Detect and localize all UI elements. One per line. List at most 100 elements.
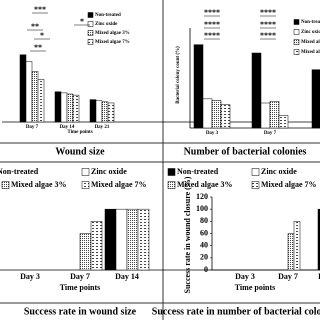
bar xyxy=(317,208,320,271)
y-tick-label: 60 xyxy=(200,228,208,237)
x-tick-label: Day 3 xyxy=(235,272,255,281)
legend-swatch xyxy=(293,49,300,55)
bar xyxy=(107,102,115,123)
bar xyxy=(251,52,262,129)
x-tick-label: Day 3 xyxy=(206,131,219,136)
legend-swatch xyxy=(251,168,260,176)
bar xyxy=(202,98,213,129)
significance-label: **** xyxy=(260,20,276,29)
legend-label: Mixed algae 7% xyxy=(301,50,320,55)
significance-label: **** xyxy=(260,31,276,40)
x-tick-label: Day 7 xyxy=(70,272,90,281)
bar xyxy=(66,93,74,123)
y-tick-label: 20 xyxy=(200,253,208,262)
legend-label: Non-treated xyxy=(95,13,121,18)
legend-swatch xyxy=(87,12,94,18)
bar xyxy=(211,100,222,129)
y-tick-label: 120 xyxy=(196,192,208,201)
bar xyxy=(31,71,39,123)
panel-caption: Number of bacterial colonies xyxy=(184,146,307,157)
legend-label: Zinc oxide xyxy=(301,30,320,35)
x-tick-label: Day 7 xyxy=(264,131,277,136)
panel-caption: Success rate in number of bacterial colo… xyxy=(152,306,320,317)
y-tick-label: 100 xyxy=(196,204,208,213)
bar xyxy=(60,92,68,123)
x-tick-label: Day 14 xyxy=(318,272,320,281)
bar xyxy=(278,115,289,129)
bar xyxy=(104,208,117,271)
x-tick-label: Day 7 xyxy=(278,272,298,281)
bar xyxy=(72,94,80,123)
legend-label: Mixed algae 3% xyxy=(177,180,233,189)
legend-label: Zinc oxide xyxy=(95,22,118,27)
bar xyxy=(137,208,150,271)
significance-label: **** xyxy=(260,8,276,17)
legend-label: Mixed algae 3% xyxy=(95,31,130,36)
y-axis-label: Success rate in wound closure (%) xyxy=(183,176,192,293)
significance-label: **** xyxy=(204,20,220,29)
significance-label: * xyxy=(80,17,84,26)
bar xyxy=(269,101,280,129)
bar xyxy=(260,102,271,129)
significance-label: *** xyxy=(34,5,46,14)
y-tick-label: 0 xyxy=(204,265,208,274)
significance-label: * xyxy=(40,31,44,40)
x-tick-label: Day 7 xyxy=(26,125,39,130)
significance-label: ** xyxy=(31,22,39,31)
legend-swatch xyxy=(293,39,300,45)
panel-caption: Wound size xyxy=(55,146,105,157)
legend-label: Mixed algae 7% xyxy=(91,180,147,189)
bar xyxy=(293,221,301,271)
x-axis-label: Time points xyxy=(67,130,92,135)
significance-label: ** xyxy=(34,43,42,52)
legend-label: Mixed algae 7% xyxy=(261,180,317,189)
legend-label: Mixed algae 3% xyxy=(301,40,320,45)
bar xyxy=(220,104,231,129)
bar xyxy=(37,79,45,123)
bar xyxy=(193,44,204,129)
legend-label: Non-treated xyxy=(177,167,219,176)
bar xyxy=(54,91,62,123)
bar xyxy=(90,221,103,271)
legend-swatch xyxy=(87,30,94,36)
x-tick-label: Day 14 xyxy=(115,272,139,281)
legend-swatch xyxy=(81,181,90,189)
bar xyxy=(311,69,320,129)
bar xyxy=(115,208,128,271)
x-tick-label: Day 21 xyxy=(95,125,110,130)
x-axis-label: Time points xyxy=(235,283,276,292)
bar xyxy=(126,208,139,271)
legend-label: Non-treated xyxy=(0,167,39,176)
x-axis-label: Time points xyxy=(60,283,101,292)
x-tick-label: Day 3 xyxy=(20,272,40,281)
bar xyxy=(89,99,97,123)
y-tick-label: 40 xyxy=(200,240,208,249)
legend-swatch xyxy=(293,29,300,35)
y-axis-label: Bacterial colony count (%) xyxy=(176,46,181,104)
legend-swatch xyxy=(1,181,10,189)
panel-caption: Success rate in wound size xyxy=(24,306,137,317)
significance-label: **** xyxy=(204,31,220,40)
bar xyxy=(287,233,295,271)
bar xyxy=(101,101,109,123)
legend-swatch xyxy=(87,39,94,45)
legend-label: Mixed algae 7% xyxy=(95,40,130,45)
bar xyxy=(19,54,27,123)
bar xyxy=(79,233,92,271)
significance-label: **** xyxy=(204,8,220,17)
y-tick-label: 80 xyxy=(200,216,208,225)
legend-label: Zinc oxide xyxy=(91,167,127,176)
bar xyxy=(95,100,103,123)
bar xyxy=(25,61,33,123)
legend-swatch xyxy=(87,21,94,27)
legend-label: Mixed algae 3% xyxy=(11,180,67,189)
legend-swatch xyxy=(251,181,260,189)
legend-swatch xyxy=(167,168,176,176)
legend-label: Non-treated xyxy=(301,20,320,25)
legend-swatch xyxy=(293,19,300,25)
legend-swatch xyxy=(167,181,176,189)
legend-label: Zinc oxide xyxy=(261,167,297,176)
x-tick-label: Day 14 xyxy=(60,125,75,130)
legend-swatch xyxy=(81,168,90,176)
